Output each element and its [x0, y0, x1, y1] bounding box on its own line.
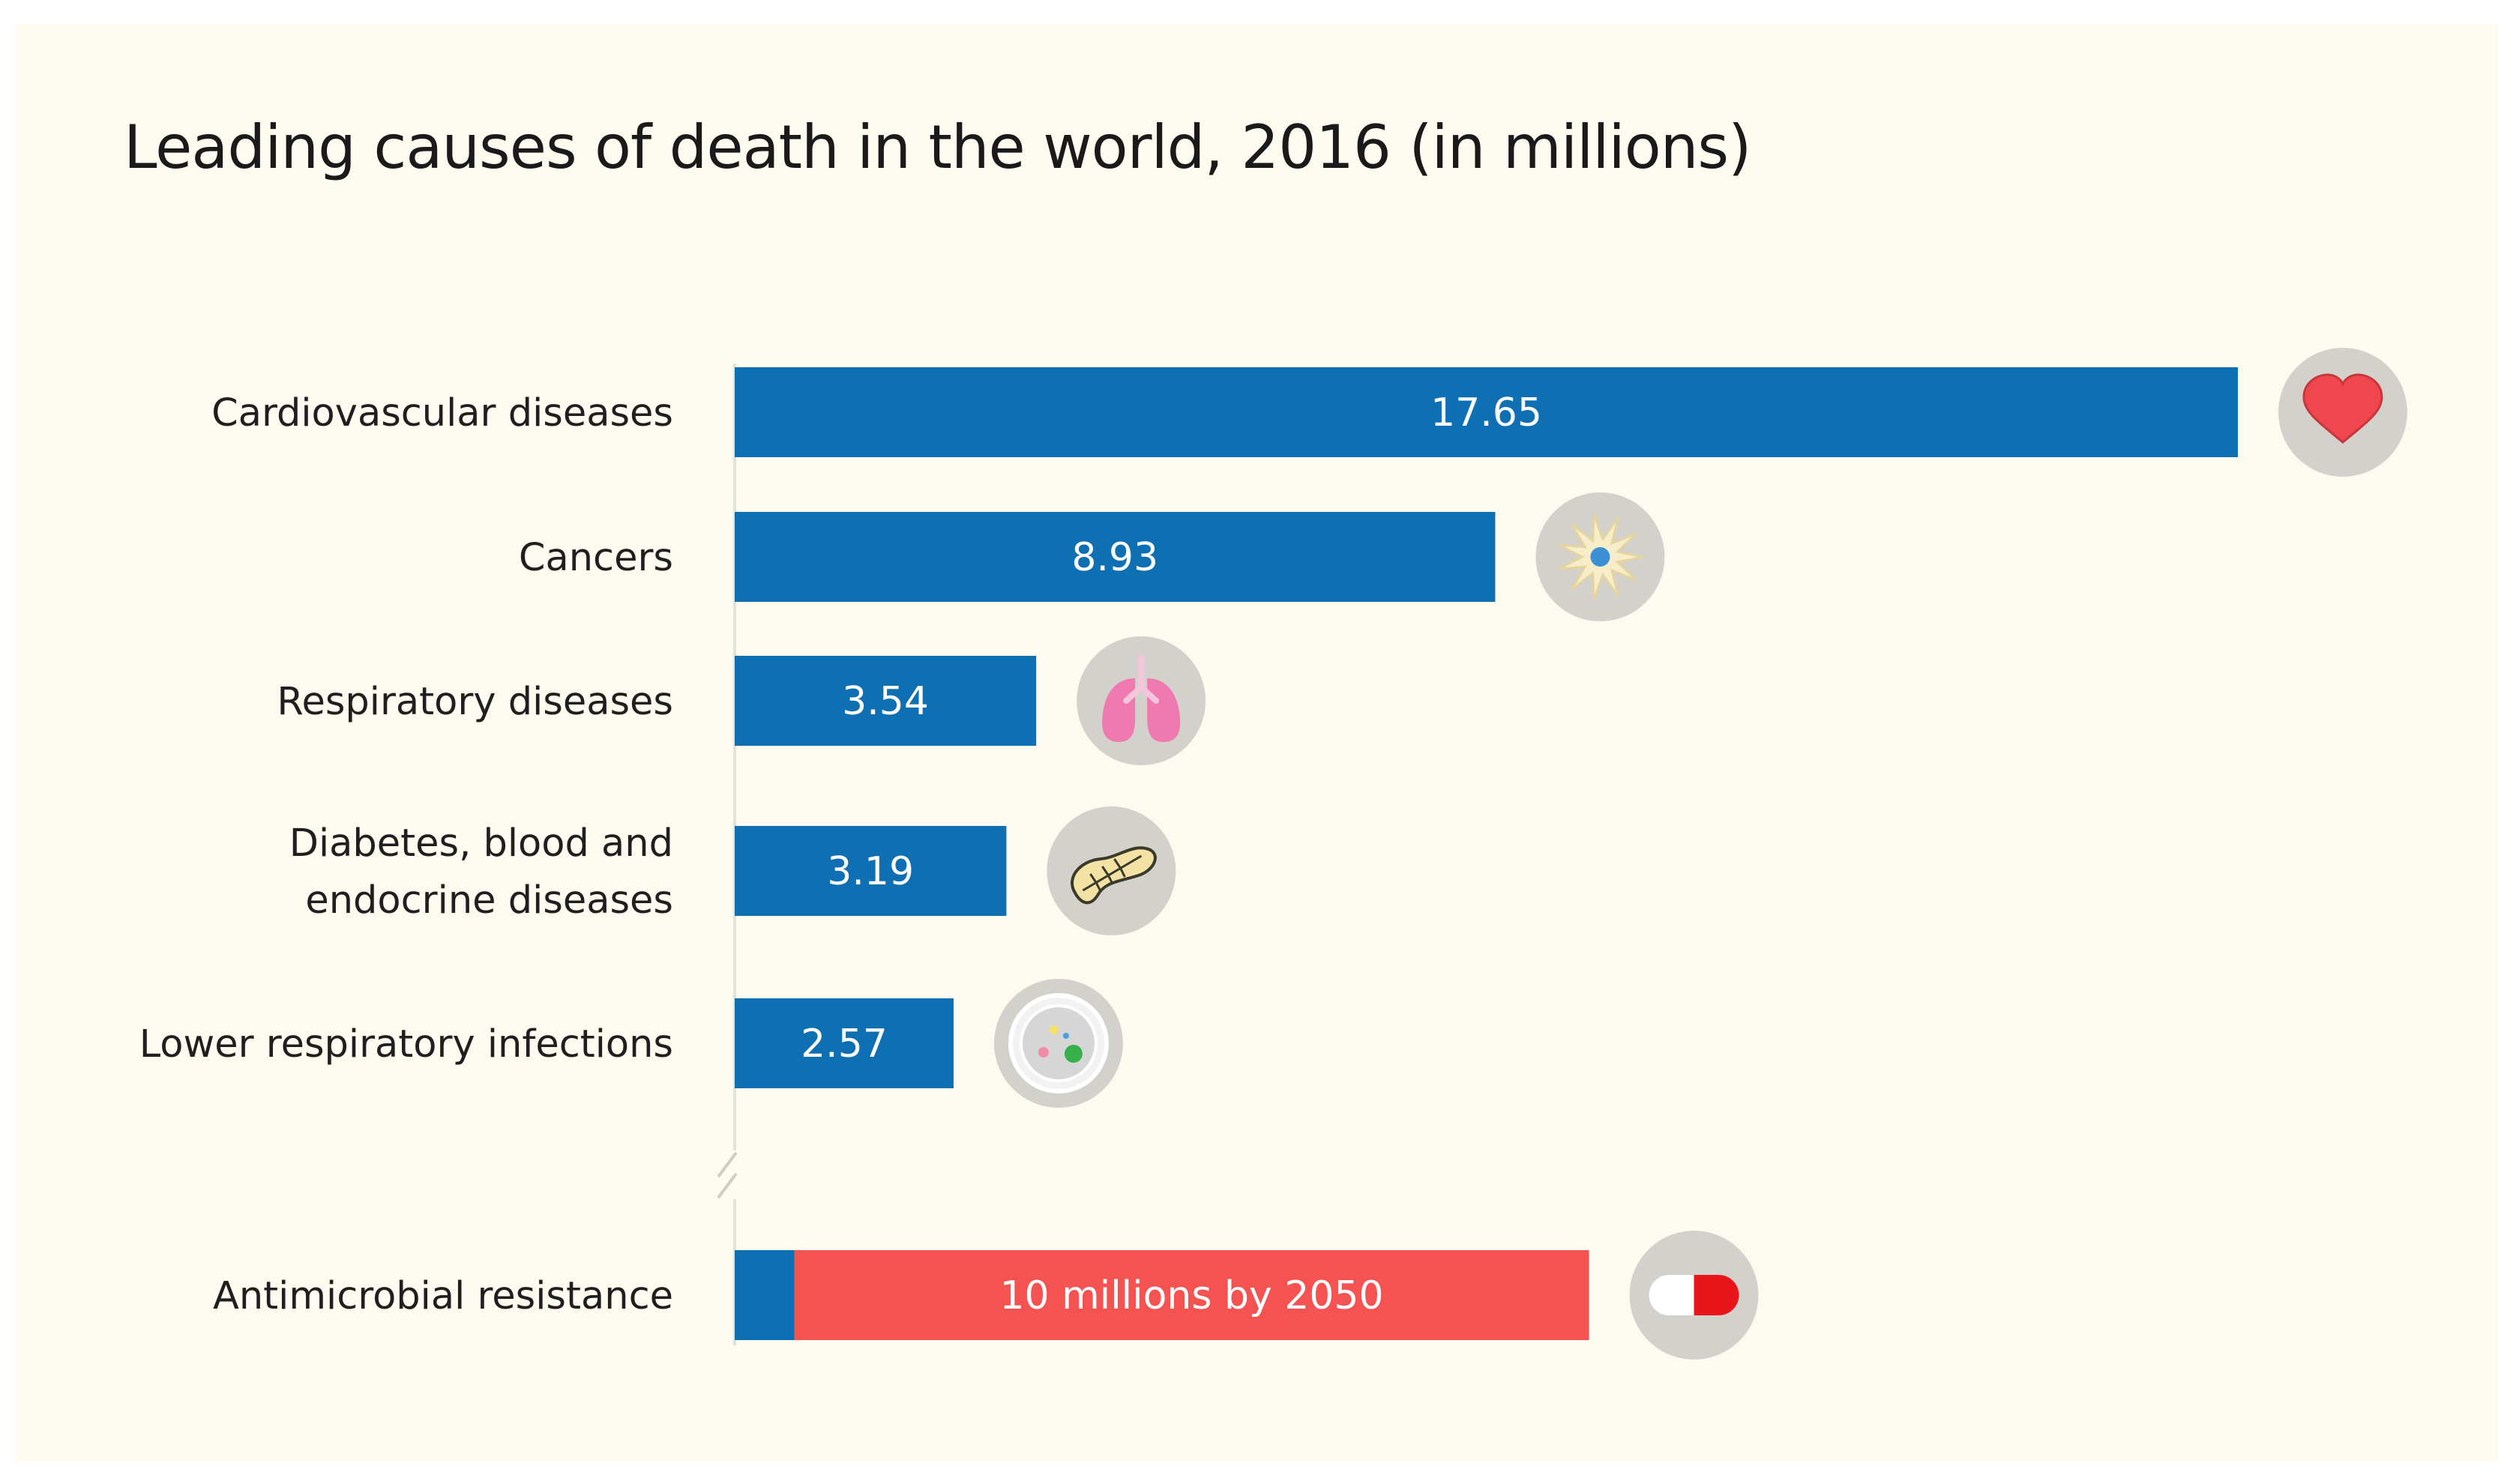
lungs-icon [1077, 636, 1206, 765]
axis-break-mark [717, 1151, 738, 1199]
category-label: Respiratory diseases [277, 680, 673, 724]
category-label-amr: Antimicrobial resistance [213, 1274, 673, 1318]
bar-amr-current [735, 1250, 795, 1340]
bar-3 [735, 826, 1007, 916]
category-label: Diabetes, blood and [289, 821, 673, 866]
chart-background [16, 24, 2498, 1462]
pancreas-icon [1047, 806, 1176, 935]
category-label: endocrine diseases [305, 878, 673, 923]
bar-0 [735, 367, 2238, 457]
bar-4 [735, 998, 954, 1088]
bar-amr-projection [794, 1250, 1589, 1340]
category-label: Cardiovascular diseases [211, 391, 673, 435]
chart-title: Leading causes of death in the world, 20… [124, 112, 1751, 182]
petri-dish-icon [993, 979, 1123, 1108]
value-label-amr: 10 millions by 2050 [999, 1273, 1383, 1318]
value-label: 3.19 [827, 849, 914, 894]
category-label: Cancers [519, 536, 673, 580]
category-label: Lower respiratory infections [139, 1022, 673, 1067]
heart-icon [2278, 348, 2407, 477]
cancer-cell-icon [1535, 492, 1665, 621]
value-label: 3.54 [842, 679, 929, 724]
value-label: 8.93 [1071, 535, 1158, 580]
pill-icon [1629, 1231, 1759, 1360]
bar-2 [735, 656, 1037, 746]
value-label: 17.65 [1430, 390, 1542, 435]
bar-1 [735, 512, 1496, 602]
value-label: 2.57 [801, 1022, 888, 1067]
